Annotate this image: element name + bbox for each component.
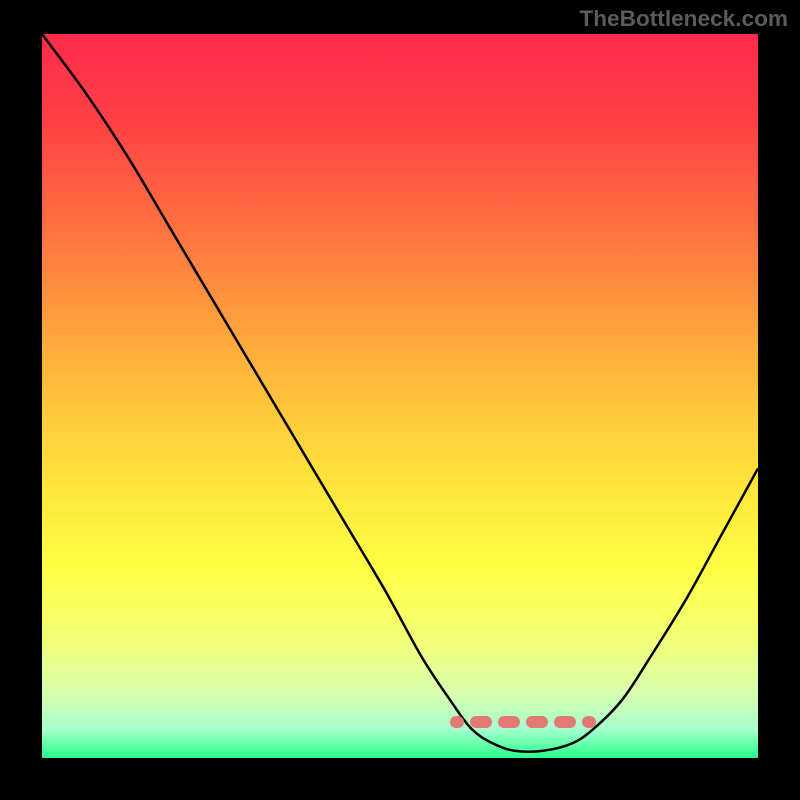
plot-area bbox=[42, 34, 758, 758]
bottleneck-curve bbox=[42, 34, 758, 758]
watermark-text: TheBottleneck.com bbox=[579, 6, 788, 32]
optimal-range-marker bbox=[450, 716, 596, 728]
